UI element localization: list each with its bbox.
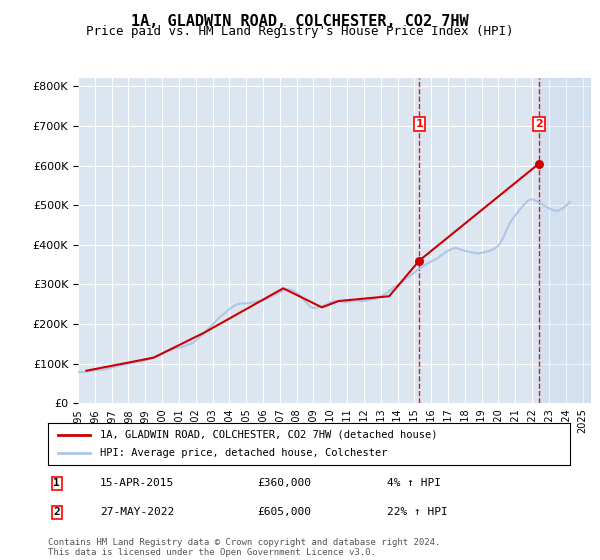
Text: Price paid vs. HM Land Registry's House Price Index (HPI): Price paid vs. HM Land Registry's House … [86, 25, 514, 38]
Point [415, 256, 424, 265]
Text: 15-APR-2015: 15-APR-2015 [100, 478, 175, 488]
Text: 27-MAY-2022: 27-MAY-2022 [100, 507, 175, 517]
Text: 4% ↑ HPI: 4% ↑ HPI [388, 478, 442, 488]
Text: 22% ↑ HPI: 22% ↑ HPI [388, 507, 448, 517]
Bar [539, 78, 591, 403]
Text: 1A, GLADWIN ROAD, COLCHESTER, CO2 7HW: 1A, GLADWIN ROAD, COLCHESTER, CO2 7HW [131, 14, 469, 29]
Text: 2: 2 [535, 119, 543, 129]
Text: 1: 1 [53, 478, 60, 488]
Text: £360,000: £360,000 [257, 478, 311, 488]
Text: 2: 2 [53, 507, 60, 517]
Text: 1A, GLADWIN ROAD, COLCHESTER, CO2 7HW (detached house): 1A, GLADWIN ROAD, COLCHESTER, CO2 7HW (d… [100, 430, 438, 440]
Text: HPI: Average price, detached house, Colchester: HPI: Average price, detached house, Colc… [100, 448, 388, 458]
Text: 1: 1 [415, 119, 423, 129]
Text: Contains HM Land Registry data © Crown copyright and database right 2024.
This d: Contains HM Land Registry data © Crown c… [48, 538, 440, 557]
Point [534, 159, 544, 168]
Text: £605,000: £605,000 [257, 507, 311, 517]
